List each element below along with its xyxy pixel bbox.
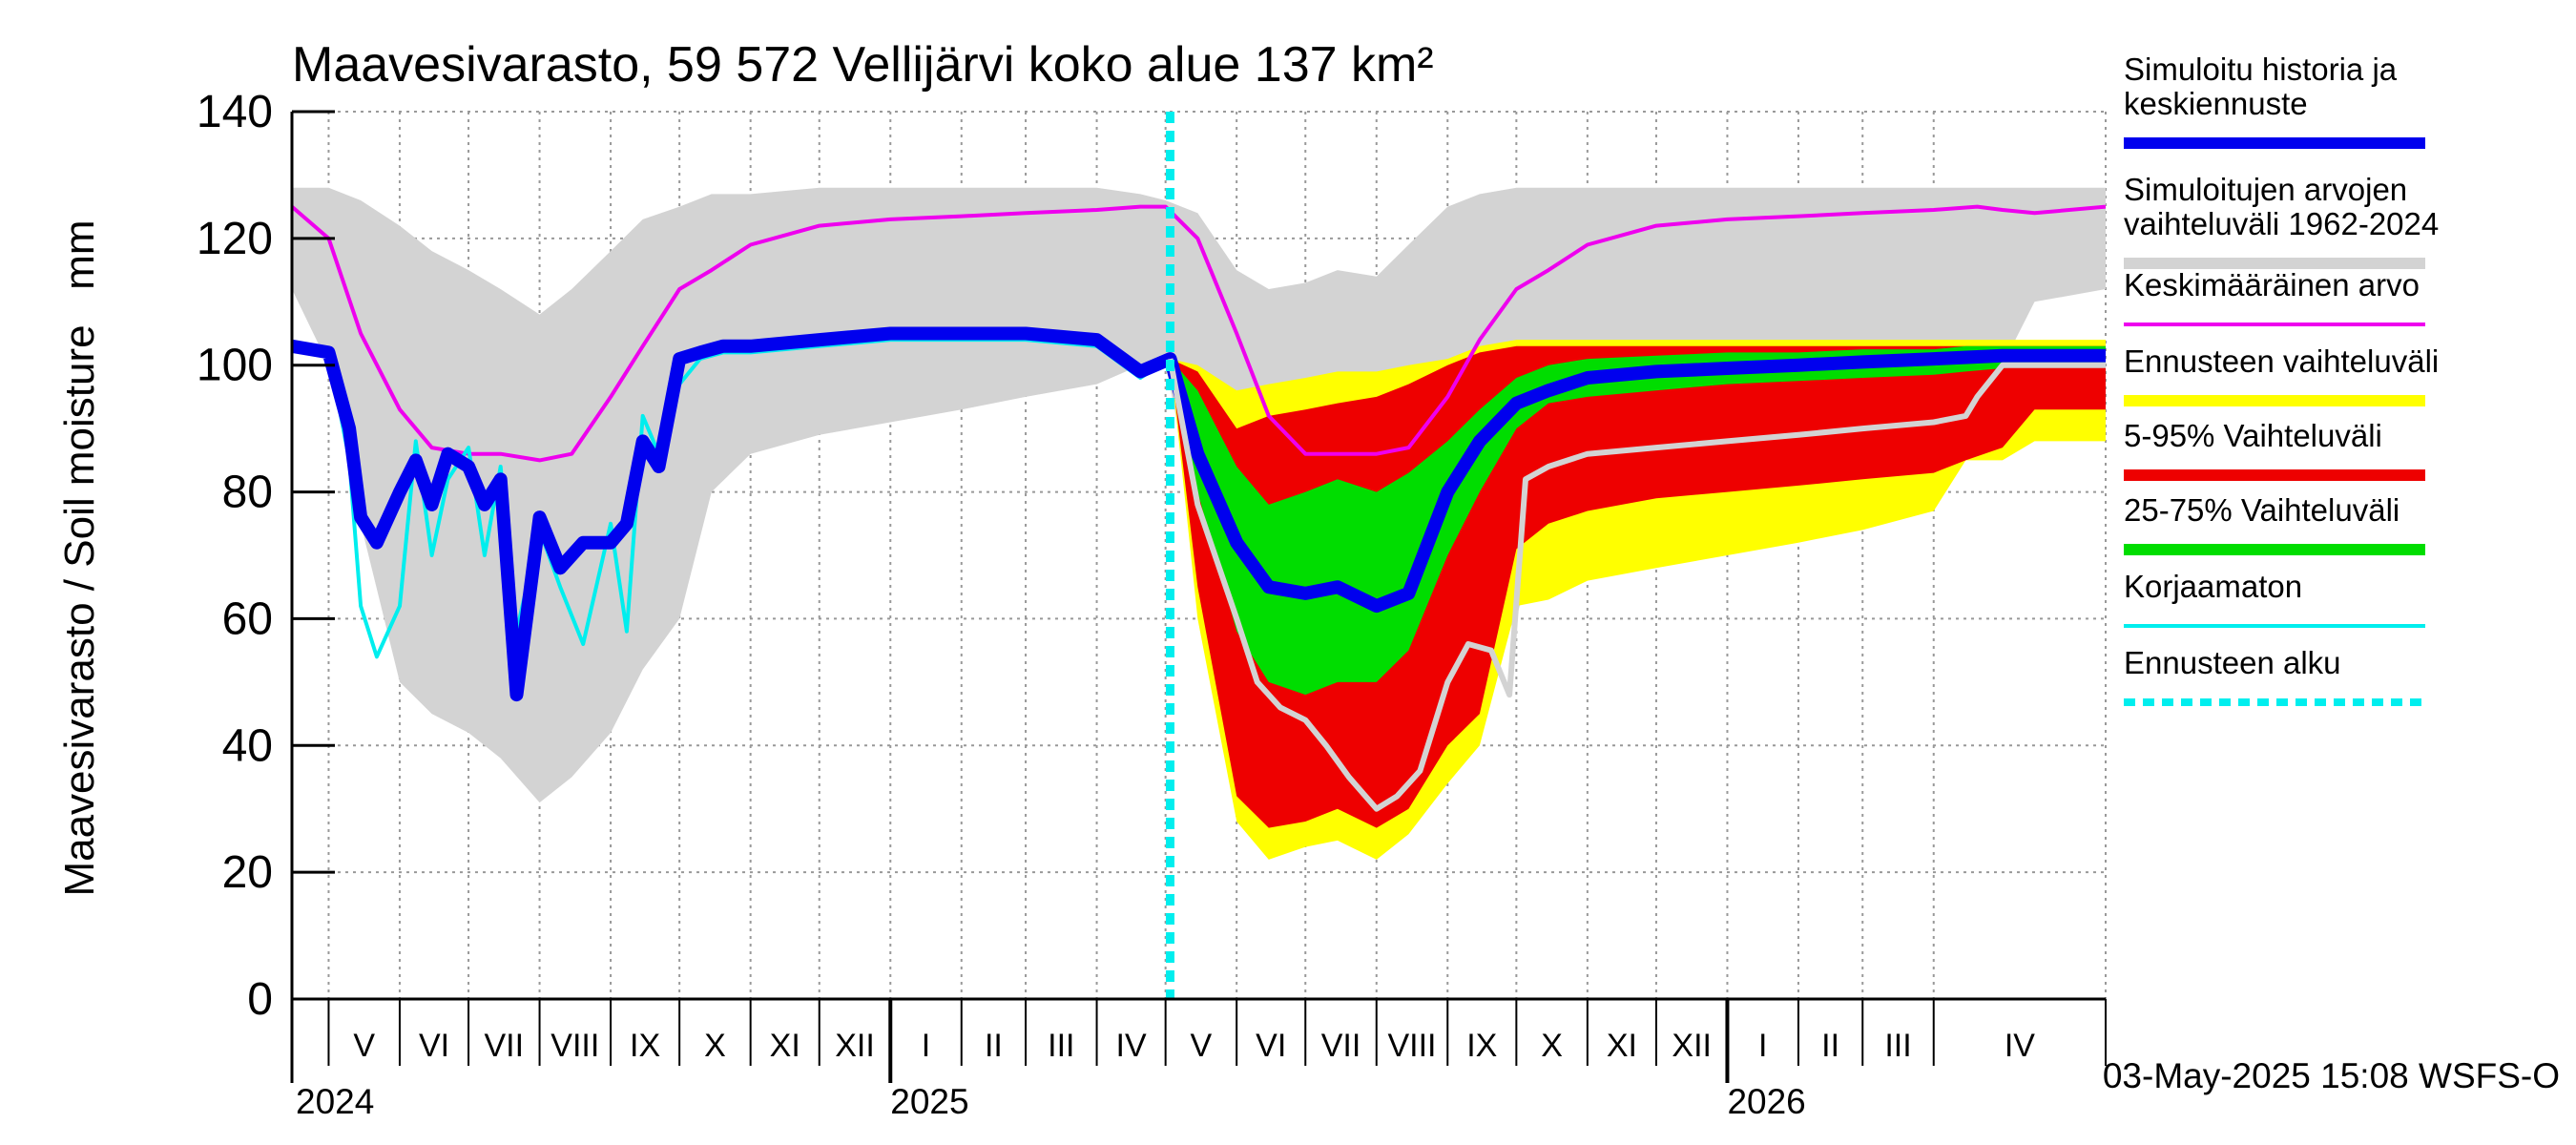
month-label: II [985, 1028, 1003, 1064]
month-label: IV [1116, 1028, 1147, 1064]
y-tick-label: 120 [197, 214, 273, 264]
month-label: I [1758, 1028, 1767, 1064]
legend-label: Simuloitujen arvojen [2124, 172, 2407, 207]
legend-label: Korjaamaton [2124, 569, 2302, 604]
month-label: VII [1321, 1028, 1361, 1064]
month-label: I [922, 1028, 930, 1064]
line-simuloitu-historia-ja-keskiennuste [290, 326, 2106, 702]
month-label: X [704, 1028, 726, 1064]
month-label: III [1048, 1028, 1074, 1064]
month-label: VI [1256, 1028, 1286, 1064]
legend-label: Ennusteen vaihteluväli [2124, 344, 2439, 379]
y-tick-label: 140 [197, 87, 273, 137]
month-label: VII [485, 1028, 525, 1064]
y-tick-label: 60 [222, 593, 273, 644]
y-tick-label: 40 [222, 720, 273, 771]
month-label: XI [770, 1028, 800, 1064]
month-label: III [1884, 1028, 1911, 1064]
month-label: IX [1466, 1028, 1497, 1064]
band-25-75-vaihteluv-li [1170, 345, 2106, 696]
line-median-forecast [1167, 358, 2106, 812]
year-label: 2024 [296, 1082, 374, 1121]
month-label: X [1541, 1028, 1563, 1064]
y-tick-label: 0 [247, 974, 273, 1025]
y-tick-label: 80 [222, 468, 273, 518]
month-label: IV [2005, 1028, 2035, 1064]
year-label: 2026 [1727, 1082, 1805, 1121]
legend-label: 5-95% Vaihteluväli [2124, 418, 2382, 453]
legend-label: vaihteluväli 1962-2024 [2124, 206, 2439, 241]
timestamp: 03-May-2025 15:08 WSFS-O [2103, 1056, 2560, 1095]
band-5-95-vaihteluv-li [1170, 345, 2106, 828]
month-label: VIII [551, 1028, 599, 1064]
plot-area [290, 111, 2107, 999]
legend-label: Ennusteen alku [2124, 645, 2341, 680]
month-label: VI [419, 1028, 449, 1064]
y-tick-label: 20 [222, 847, 273, 898]
legend-label: Simuloitu historia ja [2124, 52, 2398, 87]
y-axis-label: Maavesivarasto / Soil moisture mm [56, 219, 103, 896]
legend-label: 25-75% Vaihteluväli [2124, 492, 2399, 528]
month-label: V [1191, 1028, 1213, 1064]
line-keskim-r-inen-arvo [290, 204, 2107, 463]
month-label: V [353, 1028, 375, 1064]
month-label: XII [835, 1028, 875, 1064]
month-label: IX [630, 1028, 660, 1064]
year-label: 2025 [890, 1082, 968, 1121]
legend-label: keskiennuste [2124, 86, 2308, 121]
month-label: II [1821, 1028, 1839, 1064]
month-label: VIII [1387, 1028, 1436, 1064]
legend-label: Keskimääräinen arvo [2124, 267, 2420, 302]
y-tick-label: 100 [197, 341, 273, 391]
month-label: XII [1672, 1028, 1712, 1064]
chart-title: Maavesivarasto, 59 572 Vellijärvi koko a… [292, 37, 1434, 93]
month-label: XI [1607, 1028, 1637, 1064]
